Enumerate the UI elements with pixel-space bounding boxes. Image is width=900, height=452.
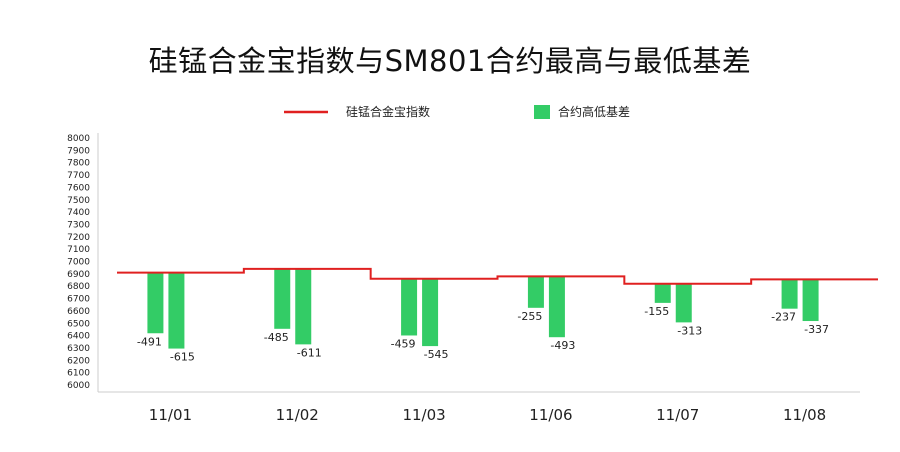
data-label: -611 xyxy=(297,346,322,359)
y-tick-label: 6000 xyxy=(67,381,90,391)
data-label: -485 xyxy=(264,331,289,344)
x-tick-label: 11/07 xyxy=(656,406,699,424)
y-tick-label: 6600 xyxy=(67,307,90,317)
basis-bar xyxy=(147,272,164,334)
x-tick-label: 11/02 xyxy=(276,406,319,424)
index-step-line xyxy=(117,267,878,285)
y-tick-label: 7600 xyxy=(67,183,90,193)
data-label: -615 xyxy=(170,351,195,364)
data-label: -237 xyxy=(771,311,796,324)
basis-bar xyxy=(548,276,565,338)
y-tick-label: 7900 xyxy=(67,146,90,156)
basis-bar xyxy=(654,283,671,303)
y-tick-label: 6900 xyxy=(67,270,90,280)
y-tick-label: 6400 xyxy=(67,332,90,342)
basis-bar xyxy=(295,268,312,345)
basis-bar xyxy=(781,279,798,309)
y-tick-label: 6800 xyxy=(67,282,90,292)
data-label: -491 xyxy=(137,335,162,348)
y-tick-label: 7200 xyxy=(67,233,90,243)
y-tick-label: 6200 xyxy=(67,356,90,366)
basis-bar xyxy=(675,283,692,323)
basis-bar xyxy=(168,272,185,349)
data-label: -545 xyxy=(424,348,449,361)
x-tick-label: 11/06 xyxy=(529,406,572,424)
x-tick-label: 11/01 xyxy=(149,406,192,424)
y-tick-label: 7100 xyxy=(67,245,90,255)
y-tick-label: 7700 xyxy=(67,171,90,181)
y-tick-label: 7000 xyxy=(67,258,90,268)
chart-title: 硅锰合金宝指数与SM801合约最高与最低基差 xyxy=(148,44,752,78)
basis-bar xyxy=(401,278,418,336)
legend-label-basis: 合约高低基差 xyxy=(558,104,630,119)
bar-series xyxy=(147,268,819,349)
basis-bar xyxy=(527,276,544,308)
y-tick-label: 6500 xyxy=(67,319,90,329)
data-label: -337 xyxy=(804,323,829,336)
data-label: -255 xyxy=(517,310,542,323)
data-label: -313 xyxy=(677,324,702,337)
legend: 硅锰合金宝指数 合约高低基差 xyxy=(284,104,630,119)
data-label: -459 xyxy=(391,337,416,350)
y-tick-label: 6100 xyxy=(67,369,90,379)
x-tick-label: 11/08 xyxy=(783,406,826,424)
basis-bar xyxy=(802,279,819,322)
data-labels: -491 -615 -485 -611 -459 -545 -255 -493 -155 -313… xyxy=(137,305,829,364)
x-tick-label: 11/03 xyxy=(402,406,445,424)
basis-bar xyxy=(422,278,439,347)
legend-bar-swatch xyxy=(534,105,550,119)
y-tick-label: 7400 xyxy=(67,208,90,218)
x-axis: 11/01 11/02 11/03 11/06 11/07 11/08 xyxy=(98,391,860,424)
y-tick-label: 7300 xyxy=(67,220,90,230)
data-label: -155 xyxy=(644,305,669,318)
y-tick-label: 7500 xyxy=(67,196,90,206)
legend-label-index: 硅锰合金宝指数 xyxy=(346,104,430,119)
y-tick-label: 8000 xyxy=(67,134,90,144)
index-line-series xyxy=(117,267,878,285)
y-axis: 8000 7900 7800 7700 7600 7500 7400 7300 7200 7100… xyxy=(67,133,99,392)
y-tick-label: 7800 xyxy=(67,159,90,169)
data-label: -493 xyxy=(550,339,575,352)
y-tick-label: 6700 xyxy=(67,295,90,305)
basis-bar xyxy=(274,268,291,329)
y-tick-label: 6300 xyxy=(67,344,90,354)
